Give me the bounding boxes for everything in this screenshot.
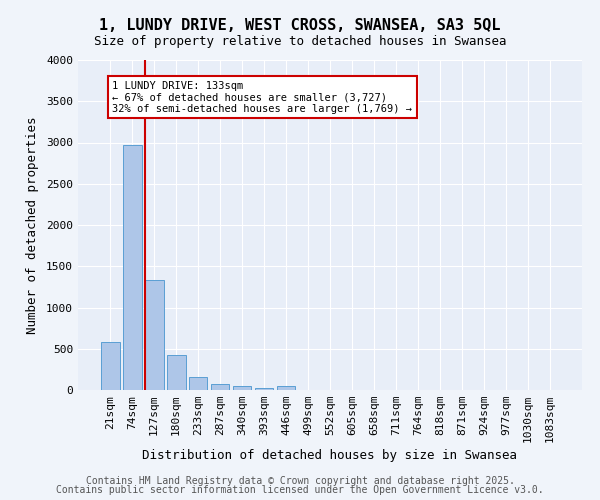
- Bar: [145, 280, 164, 390]
- Text: 1, LUNDY DRIVE, WEST CROSS, SWANSEA, SA3 5QL: 1, LUNDY DRIVE, WEST CROSS, SWANSEA, SA3…: [99, 18, 501, 32]
- Bar: [233, 386, 251, 390]
- Bar: [167, 356, 185, 390]
- Bar: [277, 386, 295, 390]
- X-axis label: Distribution of detached houses by size in Swansea: Distribution of detached houses by size …: [143, 449, 517, 462]
- Bar: [189, 377, 208, 390]
- Text: Contains HM Land Registry data © Crown copyright and database right 2025.: Contains HM Land Registry data © Crown c…: [86, 476, 514, 486]
- Bar: [101, 342, 119, 390]
- Bar: [211, 384, 229, 390]
- Bar: [123, 145, 142, 390]
- Y-axis label: Number of detached properties: Number of detached properties: [26, 116, 39, 334]
- Text: Contains public sector information licensed under the Open Government Licence v3: Contains public sector information licen…: [56, 485, 544, 495]
- Text: Size of property relative to detached houses in Swansea: Size of property relative to detached ho…: [94, 35, 506, 48]
- Text: 1 LUNDY DRIVE: 133sqm
← 67% of detached houses are smaller (3,727)
32% of semi-d: 1 LUNDY DRIVE: 133sqm ← 67% of detached …: [112, 80, 412, 114]
- Bar: [255, 388, 274, 390]
